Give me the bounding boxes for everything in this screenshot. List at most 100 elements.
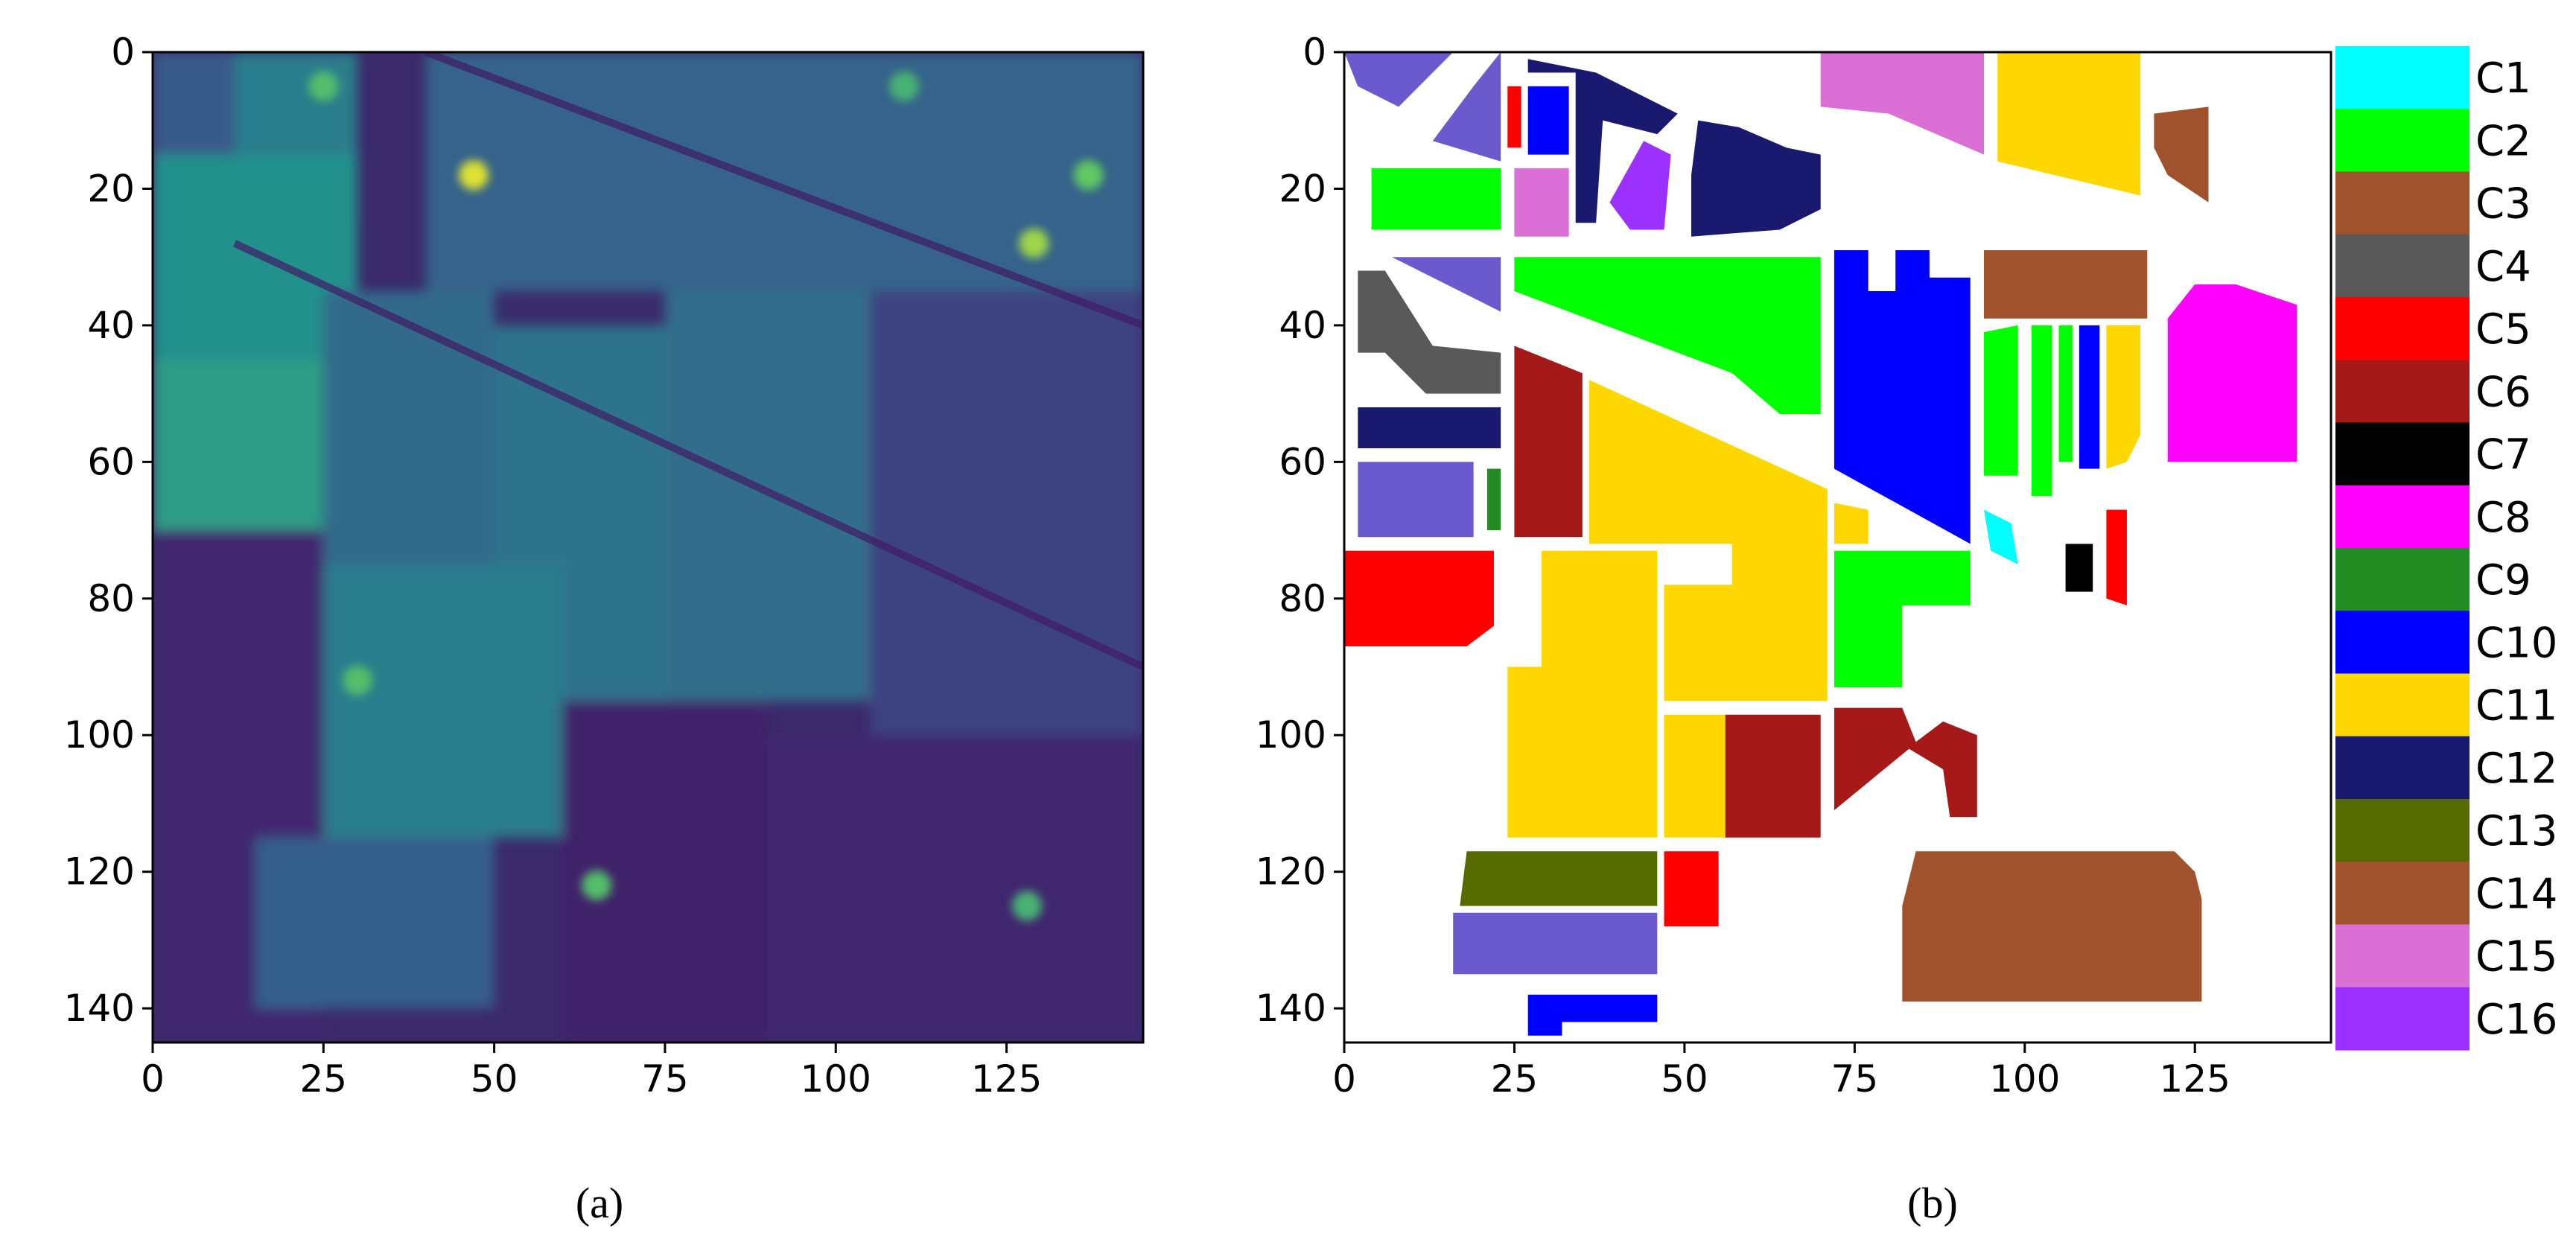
panel-a-streak xyxy=(232,240,1143,671)
region-c15 xyxy=(1820,52,1984,155)
panel-a-bright-spot xyxy=(1019,228,1049,258)
panel-a-bright-spot xyxy=(888,71,919,101)
legend-label-c13: C13 xyxy=(2475,807,2557,856)
region-c12 xyxy=(1527,59,1678,223)
region-c5 xyxy=(1664,851,1719,927)
panel-a-field xyxy=(153,359,324,531)
panel-a-bright-spot xyxy=(1073,160,1104,191)
panel-a-label: (a) xyxy=(576,1179,623,1227)
region-c8 xyxy=(2167,284,2297,462)
region-c5 xyxy=(1507,86,1521,148)
region-c2 xyxy=(1834,550,1971,687)
region-c11 xyxy=(1834,503,1869,544)
legend-swatch-c9 xyxy=(2335,548,2470,611)
region-c6 xyxy=(1834,707,1977,818)
panel-a-y-axis: 0 20 40 60 80 100 120 140 xyxy=(64,31,153,1030)
region-c2 xyxy=(1984,325,2018,476)
panel-a-bright-spot xyxy=(308,71,339,101)
panel-a-x-axis: 0 25 50 75 100 125 xyxy=(141,1042,1042,1101)
legend-label-c12: C12 xyxy=(2475,745,2557,793)
panel-b-y-tick-label: 20 xyxy=(1279,167,1326,210)
panel-a-y-tick-label: 40 xyxy=(87,304,135,347)
panel-a-y-tick-label: 20 xyxy=(87,167,135,210)
panel-b-y-tick-label: 140 xyxy=(1256,987,1326,1030)
legend-swatch-c14 xyxy=(2335,862,2470,926)
region-c12 xyxy=(1358,407,1501,448)
panel-b-frame xyxy=(1343,51,2332,1044)
region-c16 xyxy=(1358,462,1474,538)
panel-a-y-tick-label: 0 xyxy=(111,31,135,74)
region-c16 xyxy=(1344,52,1454,107)
region-c15 xyxy=(1514,168,1569,237)
region-c2 xyxy=(2058,325,2073,462)
panel-a-x-tick-label: 125 xyxy=(971,1057,1042,1101)
legend-label-c7: C7 xyxy=(2475,431,2531,480)
legend-label-c11: C11 xyxy=(2475,682,2557,730)
panel-a-y-tick-label: 60 xyxy=(87,440,135,483)
panel-b-y-tick-label: 80 xyxy=(1279,577,1326,620)
panel-a-field xyxy=(767,735,1143,1042)
panel-b-y-tick-label: 120 xyxy=(1256,850,1326,894)
panel-a-x-tick-label: 25 xyxy=(299,1057,347,1101)
panel-a-field xyxy=(664,291,871,701)
region-c16 xyxy=(1609,141,1671,230)
panel-b-x-tick-label: 25 xyxy=(1491,1057,1539,1101)
panel-b-x-axis: 0 25 50 75 100 125 xyxy=(1332,1042,2230,1101)
panel-b-x-tick-label: 125 xyxy=(2160,1057,2230,1101)
legend-label-c14: C14 xyxy=(2475,870,2557,918)
panel-a-bright-spot xyxy=(1012,891,1043,921)
panel-b-x-tick-label: 75 xyxy=(1831,1057,1879,1101)
region-c11 xyxy=(1997,52,2141,196)
legend-label-c8: C8 xyxy=(2475,494,2531,542)
panel-a-x-tick-label: 0 xyxy=(141,1057,165,1101)
region-c11 xyxy=(1589,380,1828,701)
panel-a-y-tick-label: 100 xyxy=(64,713,135,757)
region-c2 xyxy=(1371,168,1501,230)
region-c10 xyxy=(1527,994,1658,1036)
region-c10 xyxy=(2079,325,2100,469)
region-c12 xyxy=(1691,120,1821,237)
legend-swatch-c2 xyxy=(2335,109,2470,173)
region-c6 xyxy=(1514,346,1583,538)
legend-swatch-c5 xyxy=(2335,297,2470,360)
panel-b-y-tick-label: 100 xyxy=(1256,713,1326,757)
legend-swatch-c16 xyxy=(2335,987,2470,1051)
region-c13 xyxy=(1460,851,1658,906)
legend-label-c3: C3 xyxy=(2475,180,2531,229)
region-c2 xyxy=(2031,325,2052,497)
panel-b-y-tick-label: 40 xyxy=(1279,304,1326,347)
region-c16 xyxy=(1392,257,1501,312)
region-c2 xyxy=(1514,257,1821,415)
legend-label-c16: C16 xyxy=(2475,996,2557,1044)
legend-swatch-c11 xyxy=(2335,673,2470,737)
region-c11 xyxy=(1664,714,1726,838)
panel-a-field xyxy=(323,564,563,838)
panel-a-bright-spot xyxy=(459,160,489,191)
panel-a-x-tick-label: 75 xyxy=(641,1057,689,1101)
panel-a: 0 25 50 75 100 125 0 20 40 60 80 100 120 140 (a) xyxy=(64,31,1145,1227)
legend-swatch-c6 xyxy=(2335,360,2470,424)
region-c11 xyxy=(2106,325,2141,469)
region-c10 xyxy=(1834,250,1971,544)
panel-a-field xyxy=(255,837,494,1009)
panel-b-y-tick-label: 60 xyxy=(1279,440,1326,483)
legend-label-c4: C4 xyxy=(2475,243,2531,291)
region-c16 xyxy=(1432,52,1501,162)
panel-b-x-tick-label: 0 xyxy=(1332,1057,1356,1101)
panel-a-frame xyxy=(151,51,1145,1044)
region-c14 xyxy=(1902,851,2202,1002)
panel-b-y-axis: 0 20 40 60 80 100 120 140 xyxy=(1256,31,1344,1030)
region-c10 xyxy=(1527,86,1569,155)
panel-a-bright-spot xyxy=(343,665,373,695)
panel-b-y-tick-label: 0 xyxy=(1303,31,1326,74)
legend-label-c15: C15 xyxy=(2475,933,2557,981)
legend-swatch-c3 xyxy=(2335,171,2470,235)
legend-label-c2: C2 xyxy=(2475,117,2531,165)
legend-swatch-c7 xyxy=(2335,422,2470,486)
panel-b-x-tick-label: 50 xyxy=(1661,1057,1708,1101)
region-c11 xyxy=(1507,550,1658,838)
legend-swatch-c1 xyxy=(2335,46,2470,109)
region-c7 xyxy=(2065,544,2093,592)
panel-a-x-tick-label: 50 xyxy=(471,1057,518,1101)
